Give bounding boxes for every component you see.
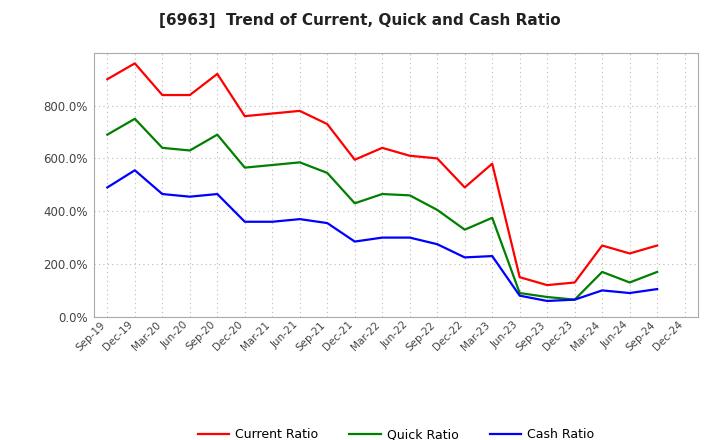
Current Ratio	[516, 275, 524, 280]
Quick Ratio	[653, 269, 662, 275]
Quick Ratio	[268, 162, 276, 168]
Current Ratio	[213, 71, 222, 77]
Quick Ratio	[378, 191, 387, 197]
Quick Ratio	[240, 165, 249, 170]
Current Ratio	[323, 121, 332, 127]
Quick Ratio	[570, 297, 579, 302]
Quick Ratio	[103, 132, 112, 137]
Quick Ratio	[158, 145, 166, 150]
Line: Quick Ratio: Quick Ratio	[107, 119, 657, 300]
Cash Ratio	[433, 242, 441, 247]
Quick Ratio	[598, 269, 606, 275]
Cash Ratio	[653, 286, 662, 292]
Quick Ratio	[433, 207, 441, 213]
Current Ratio	[626, 251, 634, 256]
Cash Ratio	[405, 235, 414, 240]
Quick Ratio	[186, 148, 194, 153]
Line: Cash Ratio: Cash Ratio	[107, 170, 657, 301]
Current Ratio	[488, 161, 497, 166]
Quick Ratio	[130, 116, 139, 121]
Cash Ratio	[378, 235, 387, 240]
Current Ratio	[240, 114, 249, 119]
Cash Ratio	[323, 220, 332, 226]
Current Ratio	[130, 61, 139, 66]
Quick Ratio	[626, 280, 634, 285]
Text: [6963]  Trend of Current, Quick and Cash Ratio: [6963] Trend of Current, Quick and Cash …	[159, 13, 561, 28]
Cash Ratio	[488, 253, 497, 259]
Cash Ratio	[103, 185, 112, 190]
Cash Ratio	[460, 255, 469, 260]
Current Ratio	[295, 108, 304, 114]
Cash Ratio	[268, 219, 276, 224]
Current Ratio	[598, 243, 606, 248]
Current Ratio	[378, 145, 387, 150]
Quick Ratio	[295, 160, 304, 165]
Current Ratio	[405, 153, 414, 158]
Current Ratio	[460, 185, 469, 190]
Quick Ratio	[488, 215, 497, 220]
Cash Ratio	[516, 293, 524, 298]
Quick Ratio	[460, 227, 469, 232]
Current Ratio	[653, 243, 662, 248]
Cash Ratio	[240, 219, 249, 224]
Current Ratio	[186, 92, 194, 98]
Quick Ratio	[323, 170, 332, 176]
Current Ratio	[103, 77, 112, 82]
Cash Ratio	[213, 191, 222, 197]
Cash Ratio	[543, 298, 552, 304]
Cash Ratio	[626, 290, 634, 296]
Current Ratio	[158, 92, 166, 98]
Current Ratio	[570, 280, 579, 285]
Cash Ratio	[186, 194, 194, 199]
Cash Ratio	[295, 216, 304, 222]
Quick Ratio	[405, 193, 414, 198]
Cash Ratio	[598, 288, 606, 293]
Cash Ratio	[158, 191, 166, 197]
Current Ratio	[433, 156, 441, 161]
Cash Ratio	[130, 168, 139, 173]
Current Ratio	[543, 282, 552, 288]
Current Ratio	[351, 157, 359, 162]
Current Ratio	[268, 111, 276, 116]
Quick Ratio	[213, 132, 222, 137]
Quick Ratio	[543, 294, 552, 300]
Quick Ratio	[351, 201, 359, 206]
Cash Ratio	[570, 297, 579, 302]
Legend: Current Ratio, Quick Ratio, Cash Ratio: Current Ratio, Quick Ratio, Cash Ratio	[192, 423, 600, 440]
Line: Current Ratio: Current Ratio	[107, 63, 657, 285]
Cash Ratio	[351, 239, 359, 244]
Quick Ratio	[516, 290, 524, 296]
